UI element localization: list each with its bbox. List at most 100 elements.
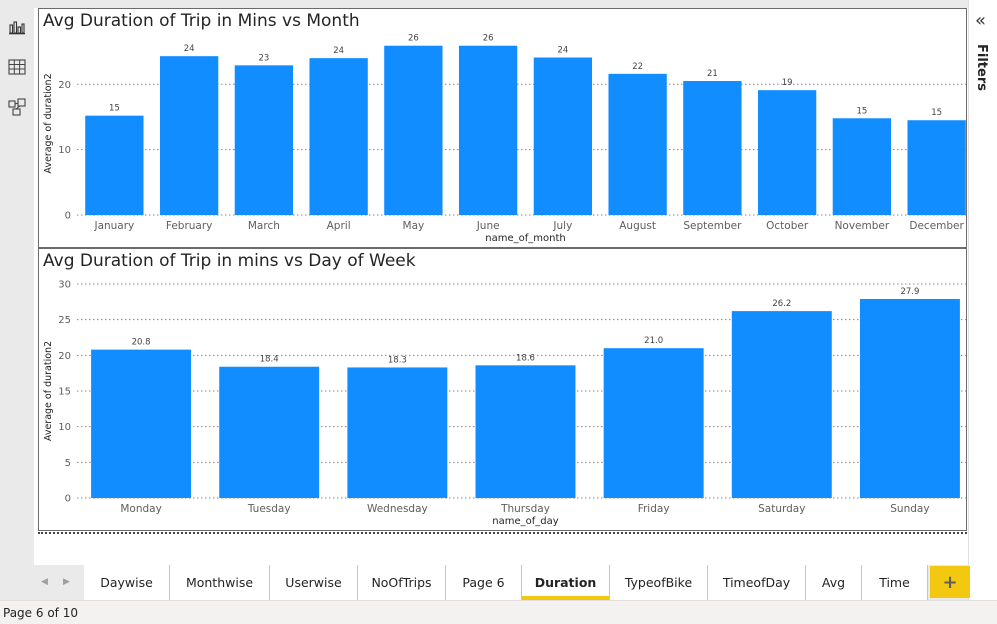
data-label: 18.4 — [260, 355, 279, 365]
data-label: 24 — [333, 46, 344, 56]
y-tick-label: 0 — [65, 211, 71, 222]
month-duration-chart[interactable]: Avg Duration of Trip in Mins vs Month 0 1… — [38, 8, 967, 248]
x-tick-label: Wednesday — [367, 503, 428, 515]
top-strip — [0, 0, 997, 8]
tab-next-icon[interactable]: ▶ — [63, 577, 70, 587]
day-duration-chart[interactable]: Avg Duration of Trip in mins vs Day of W… — [38, 248, 967, 531]
bar — [475, 365, 576, 498]
x-tick-label: March — [248, 220, 280, 232]
y-tick-label: 10 — [58, 145, 71, 156]
data-label: 24 — [557, 45, 568, 55]
x-tick-label: September — [683, 220, 742, 232]
collapse-pane-icon[interactable]: « — [975, 10, 987, 31]
x-tick-label: June — [476, 220, 500, 232]
page-tab[interactable]: Userwise — [270, 565, 358, 600]
x-tick-label: May — [403, 220, 425, 232]
y-tick-label: 0 — [65, 494, 71, 505]
data-label: 15 — [109, 104, 120, 114]
x-tick-label: Friday — [638, 503, 670, 515]
data-label: 18.6 — [516, 353, 535, 363]
view-rail — [0, 0, 34, 600]
bar — [907, 120, 966, 215]
filters-label[interactable]: Filters — [974, 44, 989, 91]
x-tick-label: January — [93, 220, 134, 232]
bar — [85, 115, 144, 215]
x-tick-label: April — [327, 220, 351, 232]
chart-title: Avg Duration of Trip in Mins vs Month — [43, 11, 360, 31]
status-bar: Page 6 of 10 — [0, 600, 997, 624]
model-view-icon[interactable] — [6, 96, 28, 118]
page-tab[interactable]: Avg — [806, 565, 862, 600]
y-tick-label: 25 — [58, 315, 71, 326]
x-tick-label: Saturday — [758, 503, 805, 515]
data-view-icon[interactable] — [6, 56, 28, 78]
bar — [603, 348, 704, 498]
day-chart-plot: 0 5 10 15 20 25 30 20.8 Monday 18.4 Tuesday 18.3 Wed… — [43, 280, 966, 527]
y-tick-label: 15 — [58, 387, 71, 398]
bar — [533, 57, 593, 215]
y-tick-label: 10 — [58, 422, 71, 433]
x-tick-label: July — [552, 220, 572, 232]
bar — [608, 73, 667, 215]
x-axis-title: name_of_month — [485, 233, 565, 244]
data-label: 20.8 — [132, 338, 151, 348]
page-tab[interactable]: Time — [862, 565, 928, 600]
y-tick-label: 20 — [58, 80, 71, 91]
bar — [309, 58, 368, 216]
page-tab[interactable]: Page 6 — [446, 565, 522, 600]
y-axis-title: Average of duration2 — [43, 341, 54, 441]
y-tick-label: 5 — [65, 458, 71, 469]
y-tick-label: 30 — [58, 280, 71, 291]
y-axis-title: Average of duration2 — [43, 73, 54, 173]
bar — [757, 90, 817, 215]
data-label: 26.2 — [772, 299, 791, 309]
data-label: 18.3 — [388, 355, 407, 365]
bar — [347, 367, 448, 498]
bar — [458, 45, 518, 215]
page-tab[interactable]: TypeofBike — [610, 565, 708, 600]
x-tick-label: November — [835, 220, 890, 232]
page-tab[interactable]: NoOfTrips — [358, 565, 446, 600]
bar — [159, 56, 219, 215]
page-tab[interactable]: Duration — [522, 565, 610, 600]
y-tick-label: 20 — [58, 351, 71, 362]
data-label: 21 — [707, 69, 718, 79]
bar — [384, 45, 443, 215]
filters-pane[interactable]: « Filters — [968, 0, 997, 600]
x-tick-label: December — [909, 220, 964, 232]
data-label: 26 — [483, 34, 494, 44]
bar — [731, 311, 832, 498]
add-page-button[interactable]: + — [930, 566, 970, 598]
data-label: 19 — [782, 78, 793, 88]
x-tick-label: Tuesday — [247, 503, 291, 515]
x-tick-label: Monday — [120, 503, 161, 515]
page-tab[interactable]: Monthwise — [170, 565, 270, 600]
x-tick-label: August — [619, 220, 656, 232]
page-tab-bar: ◀ ▶ Daywise Monthwise Userwise NoOfTrips Pag… — [34, 565, 970, 600]
data-label: 26 — [408, 34, 419, 44]
data-label: 27.9 — [900, 287, 919, 297]
page-tab[interactable]: TimeofDay — [708, 565, 806, 600]
bar — [219, 366, 320, 498]
month-chart-plot: 0 10 20 15 January 24 February 23 March 24 April 26… — [43, 34, 966, 244]
tab-prev-icon[interactable]: ◀ — [41, 577, 48, 587]
page-indicator: Page 6 of 10 — [3, 606, 78, 620]
data-label: 22 — [632, 62, 643, 72]
x-tick-label: October — [766, 220, 809, 232]
canvas-divider — [38, 532, 967, 534]
data-label: 21.0 — [644, 336, 663, 346]
report-view-icon[interactable] — [6, 16, 28, 38]
bar — [683, 81, 742, 216]
data-label: 24 — [184, 44, 195, 54]
chart-title: Avg Duration of Trip in mins vs Day of W… — [43, 251, 416, 271]
data-label: 15 — [931, 108, 942, 118]
data-label: 23 — [258, 53, 269, 63]
x-tick-label: Sunday — [890, 503, 929, 515]
page-tab[interactable]: Daywise — [84, 565, 170, 600]
bar — [859, 298, 960, 498]
bar — [832, 118, 892, 215]
bar — [234, 65, 294, 215]
x-tick-label: February — [166, 220, 213, 232]
x-tick-label: Thursday — [500, 503, 550, 515]
